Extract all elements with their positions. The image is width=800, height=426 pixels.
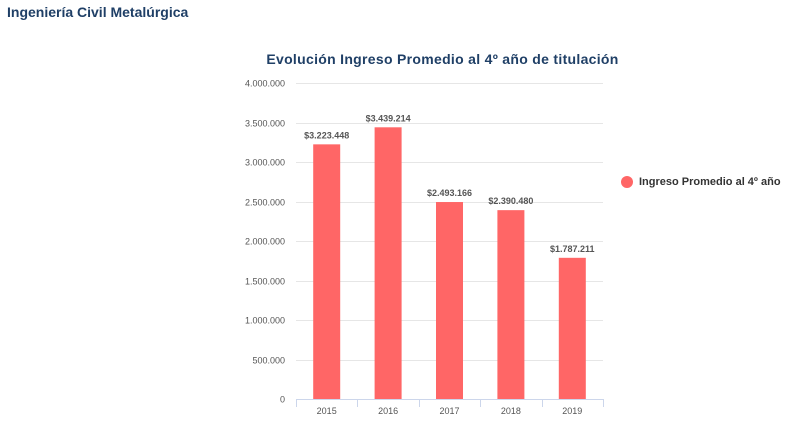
x-tick-label: 2017 — [439, 406, 459, 416]
x-tick-label: 2018 — [501, 406, 521, 416]
legend-swatch — [621, 176, 633, 188]
y-tick-label: 3.000.000 — [245, 158, 285, 168]
bar — [497, 210, 525, 399]
data-label: $1.787.211 — [550, 244, 595, 254]
y-tick-label: 0 — [280, 395, 285, 405]
x-tick-label: 2019 — [562, 406, 582, 416]
y-tick-label: 4.000.000 — [245, 79, 285, 89]
y-tick-label: 1.500.000 — [245, 277, 285, 287]
data-label: $2.493.166 — [427, 188, 472, 198]
legend-label: Ingreso Promedio al 4º año — [639, 176, 781, 188]
legend[interactable]: Ingreso Promedio al 4º año — [621, 176, 781, 188]
y-tick-label: 1.000.000 — [245, 316, 285, 326]
y-tick-label: 3.500.000 — [245, 119, 285, 129]
bar — [313, 144, 341, 399]
page-heading: Ingeniería Civil Metalúrgica — [7, 4, 189, 20]
x-tick-label: 2016 — [378, 406, 398, 416]
bar — [374, 127, 402, 399]
y-tick-label: 500.000 — [252, 356, 285, 366]
bar — [436, 202, 463, 399]
chart-title: Evolución Ingreso Promedio al 4º año de … — [266, 51, 619, 67]
x-tick-label: 2015 — [317, 406, 337, 416]
y-tick-label: 2.000.000 — [245, 237, 285, 247]
y-tick-label: 2.500.000 — [245, 198, 285, 208]
data-label: $2.390.480 — [488, 196, 533, 206]
data-label: $3.439.214 — [366, 113, 411, 123]
bar — [558, 257, 586, 399]
data-label: $3.223.448 — [304, 130, 349, 140]
